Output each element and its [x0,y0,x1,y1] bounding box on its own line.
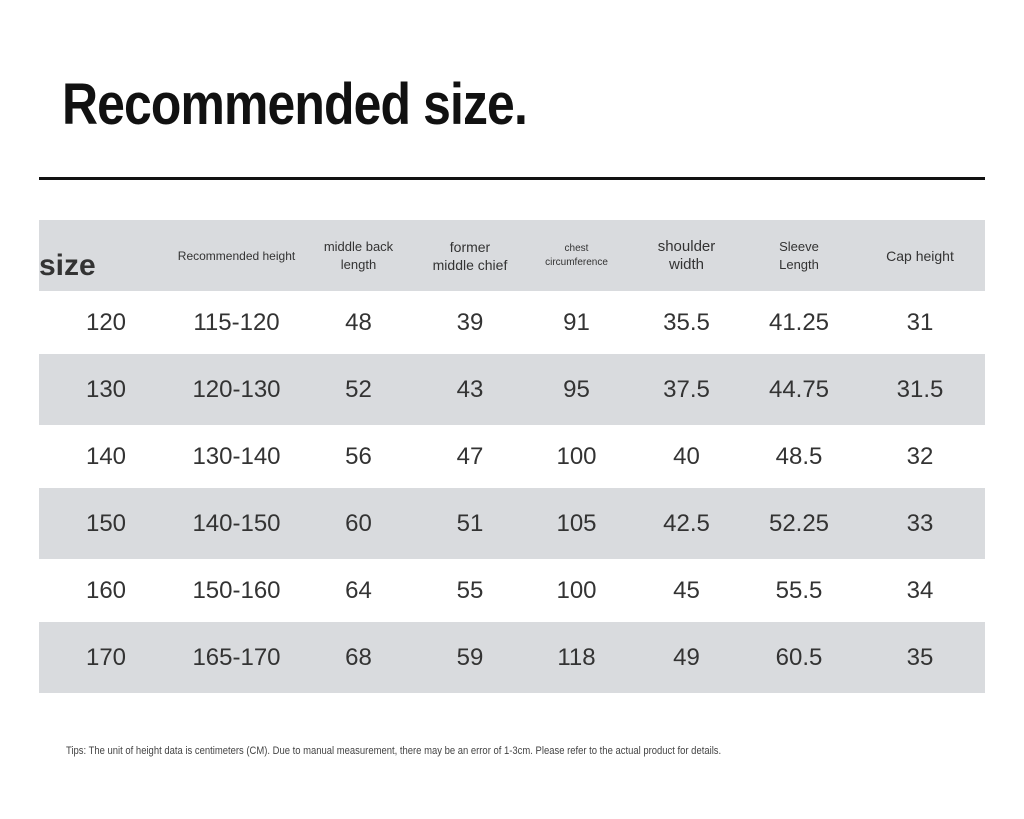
table-cell: 33 [906,509,934,537]
table-cell: 42.5 [663,509,710,537]
header-cell: chest circumference [545,242,608,268]
header-cell-wrap: Sleeve Length [743,238,855,274]
table-cell: 51 [456,509,484,537]
table-cell: 130-140 [192,442,281,470]
table-cell: 48 [345,308,372,336]
table-cell: 165-170 [192,643,281,671]
table-cell: 55 [456,576,484,604]
table-cell: 160 [85,576,127,604]
header-cell: middle back length [323,238,394,272]
size-table: size Recommended height middle back length… [39,220,985,693]
table-cell: 105 [556,509,597,537]
header-cell-wrap: Recommended height [173,247,300,265]
title: Recommended size. [62,72,528,137]
table-cell: 118 [557,643,596,671]
table-cell: 120 [85,308,127,336]
table-cell: 45 [673,576,700,604]
table-cell: 34 [906,576,934,604]
table-cell: 91 [563,308,590,336]
table-cell: 31.5 [896,375,944,403]
table-cell: 52 [345,375,372,403]
table-cell: 32 [906,442,934,470]
table-cell: 48.5 [775,442,823,470]
table-row: 160 150-160 64 55 100 45 55.5 34 [39,559,985,622]
divider [39,177,985,180]
table-cell: 47 [456,442,484,470]
table-cell: 55.5 [775,576,823,604]
table-cell: 115-120 [193,308,280,336]
header-cell-wrap: chest circumference [523,242,630,270]
table-cell: 35 [906,643,934,671]
table-row: 140 130-140 56 47 100 40 48.5 32 [39,425,985,488]
table-cell: 37.5 [663,375,710,403]
table-cell: 43 [456,375,484,403]
header-cell: shoulder width [657,237,716,273]
table-cell: 64 [345,576,372,604]
header-cell: Cap height [886,247,954,264]
table-cell: 35.5 [663,308,710,336]
header-cell-wrap: middle back length [300,238,417,274]
table-cell: 44.75 [768,375,830,403]
header-cell-wrap: Cap height [855,247,985,265]
header-cell: former middle chief [432,238,508,273]
table-cell: 56 [345,442,372,470]
table-row: 120 115-120 48 39 91 35.5 41.25 31 [39,291,985,354]
table-cell: 120-130 [192,375,281,403]
table-cell: 39 [456,308,484,336]
table-cell: 140 [85,442,127,470]
table-cell: 59 [456,643,484,671]
table-cell: 150 [85,509,127,537]
table-cell: 95 [563,375,590,403]
table-cell: 60 [345,509,372,537]
table-cell: 100 [556,442,597,470]
header-cell: size [39,248,96,282]
header-cell: Recommended height [177,248,296,263]
table-cell: 49 [673,643,700,671]
table-cell: 40 [673,442,700,470]
header-cell-wrap: size [39,231,173,281]
table-cell: 130 [85,375,127,403]
table-cell: 100 [556,576,597,604]
header-cell: Sleeve Length [779,238,819,272]
table-cell: 150-160 [192,576,281,604]
header-cell-wrap: former middle chief [417,238,523,274]
header-cell-wrap: shoulder width [630,238,743,274]
table-cell: 31 [906,308,934,336]
tip: Tips: The unit of height data is centime… [66,745,722,757]
table-cell: 41.25 [768,308,830,336]
table-row: 130 120-130 52 43 95 37.5 44.75 31.5 [39,354,985,425]
table-row: 170 165-170 68 59 118 49 60.5 35 [39,622,985,693]
table-cell: 140-150 [192,509,281,537]
table-cell: 52.25 [768,509,830,537]
table-cell: 170 [85,643,127,671]
header-row: size Recommended height middle back length… [39,220,985,291]
table-row: 150 140-150 60 51 105 42.5 52.25 33 [39,488,985,559]
table-cell: 60.5 [775,643,823,671]
table-cell: 68 [345,643,372,671]
